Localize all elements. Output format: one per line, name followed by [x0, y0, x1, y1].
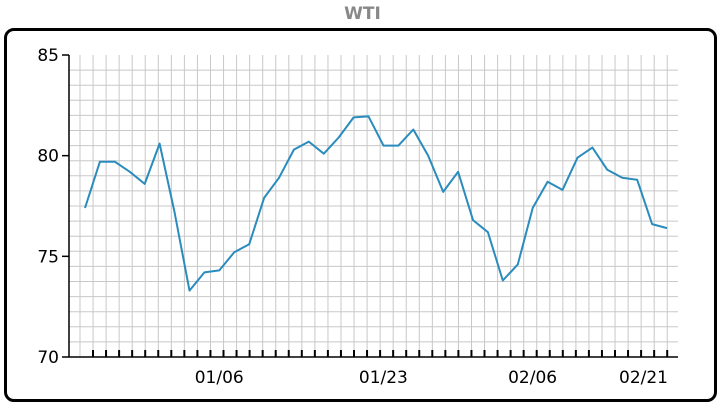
x-tick-label: 02/06 [508, 368, 557, 388]
chart-title: WTI [344, 4, 381, 24]
y-tick-label: 70 [37, 348, 59, 368]
y-tick-label: 75 [37, 247, 59, 267]
grid [69, 55, 678, 357]
y-tick-label: 85 [37, 46, 59, 66]
series-line-wti [84, 115, 668, 292]
y-tick-label: 80 [37, 147, 59, 167]
x-tick-label: 01/23 [359, 368, 408, 388]
x-tick-label: 02/21 [619, 368, 668, 388]
x-axis: 01/06 01/23 02/06 02/21 [92, 350, 669, 388]
y-axis: 70 75 80 85 [37, 46, 69, 368]
x-tick-label: 01/06 [195, 368, 244, 388]
